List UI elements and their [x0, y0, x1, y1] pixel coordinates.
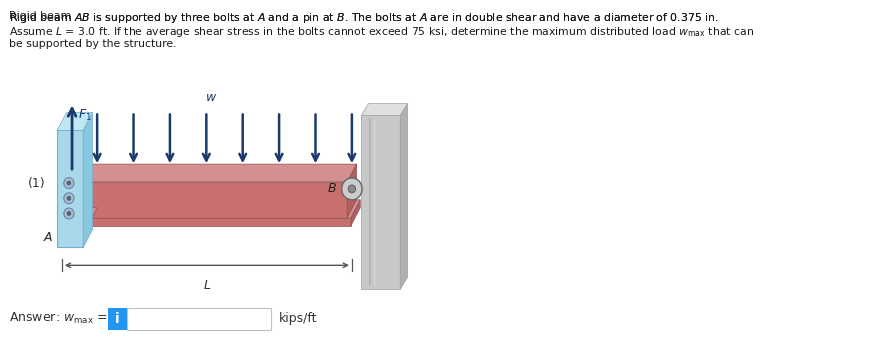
Circle shape — [63, 208, 74, 219]
Text: Answer: $w_{\rm max}$ =: Answer: $w_{\rm max}$ = — [9, 311, 108, 327]
Polygon shape — [83, 113, 93, 247]
Circle shape — [63, 193, 74, 204]
Polygon shape — [57, 113, 93, 130]
FancyBboxPatch shape — [127, 308, 271, 330]
Polygon shape — [401, 103, 408, 289]
Text: i: i — [115, 312, 120, 326]
Circle shape — [67, 211, 70, 215]
Circle shape — [67, 196, 70, 200]
Polygon shape — [351, 200, 360, 226]
Text: Rigid beam $AB$ is supported by three bolts at $A$ and a pin at $B$. The bolts a: Rigid beam $AB$ is supported by three bo… — [9, 11, 718, 25]
Circle shape — [63, 178, 74, 189]
Polygon shape — [361, 103, 408, 115]
Polygon shape — [83, 164, 357, 182]
Polygon shape — [57, 130, 83, 247]
Circle shape — [67, 181, 70, 185]
Polygon shape — [57, 208, 97, 226]
Text: $F_1$: $F_1$ — [78, 108, 92, 122]
Polygon shape — [361, 115, 401, 289]
Text: $B$: $B$ — [327, 183, 337, 196]
Text: $A$: $A$ — [43, 231, 54, 244]
Polygon shape — [57, 226, 87, 235]
Text: be supported by the structure.: be supported by the structure. — [9, 39, 177, 49]
Circle shape — [342, 178, 362, 200]
Polygon shape — [347, 164, 357, 218]
Text: Rigid beam: Rigid beam — [9, 11, 74, 21]
Text: $w$: $w$ — [205, 91, 217, 103]
Text: (1): (1) — [28, 178, 45, 190]
FancyBboxPatch shape — [108, 308, 127, 330]
Circle shape — [348, 185, 356, 193]
Polygon shape — [83, 182, 347, 218]
Text: Assume $L$ = 3.0 ft. If the average shear stress in the bolts cannot exceed 75 k: Assume $L$ = 3.0 ft. If the average shea… — [9, 25, 754, 39]
Text: Rigid beam $AB$ is supported by three bolts at $A$ and a pin at $B$. The bolts a: Rigid beam $AB$ is supported by three bo… — [9, 11, 718, 25]
Polygon shape — [79, 218, 351, 226]
Polygon shape — [79, 200, 360, 218]
Text: $L$: $L$ — [202, 279, 211, 292]
Text: kips/ft: kips/ft — [278, 312, 317, 325]
